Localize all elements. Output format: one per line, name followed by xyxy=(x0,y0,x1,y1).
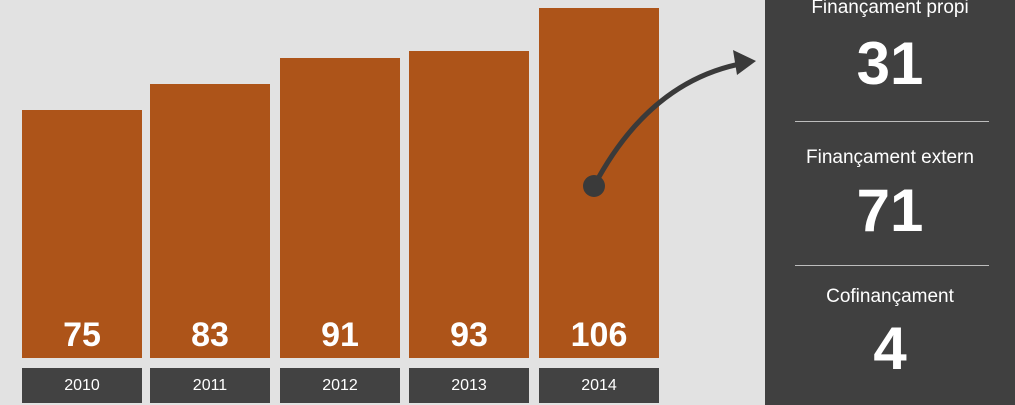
panel-value-cofinancament: 4 xyxy=(873,315,907,382)
x-tick-label: 2011 xyxy=(150,368,270,403)
connector-dot xyxy=(583,175,605,197)
panel-label-cofinancament: Cofinançament xyxy=(826,286,954,307)
arrow-head-icon xyxy=(733,50,756,75)
panel-label-extern: Finançament extern xyxy=(806,147,974,168)
bar-value-label: 93 xyxy=(450,315,488,354)
bar-2011: 83 xyxy=(150,83,270,358)
x-tick-label: 2014 xyxy=(539,368,659,403)
panel-divider xyxy=(795,121,989,122)
bar-2012: 91 xyxy=(280,57,400,358)
bar-2010: 75 xyxy=(22,110,142,358)
bar-value-label: 83 xyxy=(191,315,229,354)
financing-panel: Finançament propi 31 Finançament extern … xyxy=(765,0,1015,405)
x-tick-label: 2010 xyxy=(22,368,142,403)
bar-value-label: 91 xyxy=(321,315,359,354)
bar-value-label: 75 xyxy=(63,315,101,354)
connector-curve xyxy=(591,60,746,188)
bar-2014: 106 xyxy=(539,8,659,358)
panel-value-propi: 31 xyxy=(856,30,924,97)
panel-label-propi: Finançament propi xyxy=(811,0,969,18)
panel-divider xyxy=(795,265,989,266)
bar-2013: 93 xyxy=(409,50,529,358)
x-tick-label: 2013 xyxy=(409,368,529,403)
panel-value-extern: 71 xyxy=(856,177,924,244)
x-tick-label: 2012 xyxy=(280,368,400,403)
bar-value-label: 106 xyxy=(570,316,628,354)
